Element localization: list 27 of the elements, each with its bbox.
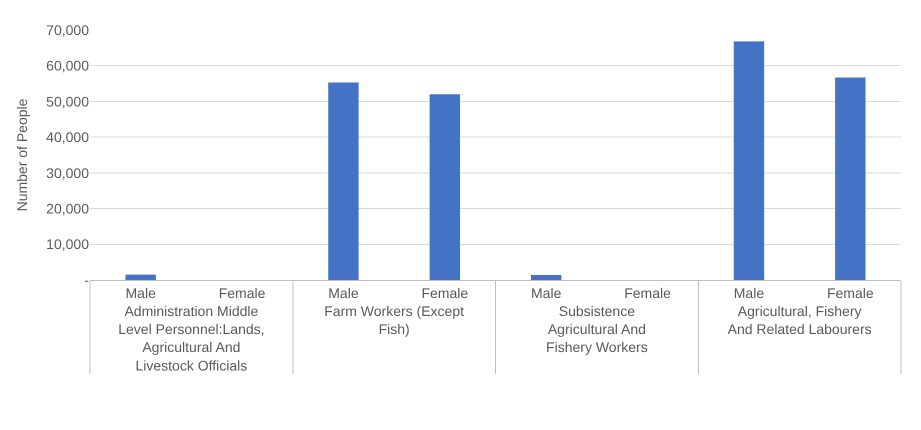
text: Male [734, 284, 764, 301]
x-tick-label: Subsistence Agricultural And Fishery Workers [546, 302, 648, 356]
y-tick-label: 50,000 [46, 93, 90, 110]
y-tick-label: 60,000 [46, 58, 90, 74]
text: Male [531, 284, 562, 301]
text: Female [218, 284, 266, 301]
series-label: Male [126, 284, 156, 301]
bar [328, 82, 359, 280]
bar [530, 275, 562, 280]
y-tick-label: 70,000 [46, 22, 90, 38]
series-label: Female [421, 284, 468, 301]
x-tick-label: Administration Middle Level Personnel:Lands, Agricultural And Livestock Officials [118, 302, 265, 374]
y-tick-label: 20,000 [46, 200, 90, 216]
y-tick-label: 40,000 [46, 129, 90, 146]
y-tick-label: 10,000 [46, 236, 90, 252]
bar [734, 41, 764, 280]
bar [430, 94, 460, 280]
x-tick-label: Agricultural, Fishery And Related Labourers [728, 302, 872, 337]
x-tick-label: Farm Workers (Except Fish) [324, 302, 464, 337]
y-tick-label: - [84, 272, 90, 288]
y-tick-label: 30,000 [46, 164, 90, 181]
y-axis-title: Number of People [14, 98, 30, 212]
bar [125, 274, 156, 280]
bar [835, 78, 866, 280]
text: Female [826, 284, 874, 301]
text: Male [328, 284, 359, 301]
text: Female [624, 284, 671, 301]
